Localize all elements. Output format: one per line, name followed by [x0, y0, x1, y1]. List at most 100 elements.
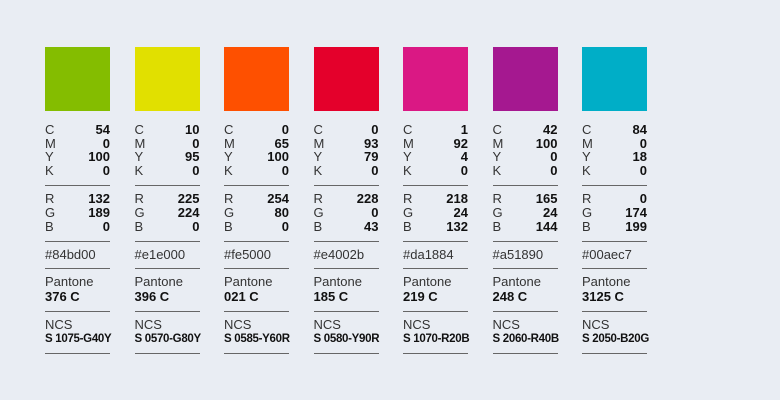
divider — [134, 185, 200, 186]
rgb-label: R — [134, 191, 144, 206]
rgb-label: G — [403, 205, 414, 220]
cmyk-label: K — [134, 163, 144, 179]
rgb-value: 0 — [192, 219, 200, 234]
pantone-value: 219 C — [403, 289, 438, 304]
divider — [403, 353, 468, 354]
divider — [492, 241, 558, 242]
cmyk-label: K — [492, 163, 502, 179]
swatch — [134, 47, 200, 111]
cmyk-value: 92 — [453, 135, 468, 151]
ncs-label: NCS — [403, 317, 431, 332]
cmyk-label: Y — [134, 149, 144, 165]
rgb-value: 0 — [281, 219, 289, 234]
hex-code: #fe5000 — [224, 247, 271, 262]
ncs-value: S 0580-Y90R — [313, 333, 380, 345]
cmyk-label: C — [492, 122, 502, 137]
divider — [492, 353, 558, 354]
pantone-label: Pantone — [313, 274, 362, 289]
cmyk-label: M — [224, 135, 235, 151]
divider — [224, 353, 289, 354]
pantone-value: 376 C — [45, 289, 80, 304]
cmyk-value: 0 — [371, 163, 379, 179]
rgb-label: B — [45, 219, 54, 234]
pantone-value: 248 C — [492, 289, 528, 304]
cmyk-label: C — [313, 122, 323, 137]
pantone-label: Pantone — [45, 274, 94, 289]
ncs-value: S 1075-G40Y — [45, 333, 112, 345]
cmyk-value: 0 — [192, 135, 200, 151]
rgb-value: 132 — [446, 219, 468, 234]
ncs-label: NCS — [224, 317, 252, 332]
hex-code: #e1e000 — [134, 247, 186, 262]
cmyk-label: M — [313, 135, 325, 151]
cmyk-label: K — [313, 163, 323, 179]
cmyk-label: K — [45, 163, 54, 179]
cmyk-value: 54 — [95, 122, 110, 137]
divider — [45, 241, 110, 242]
cmyk-value: 0 — [102, 135, 110, 151]
divider — [313, 311, 379, 312]
divider — [492, 185, 558, 186]
ncs-value: S 0570-G80Y — [134, 333, 202, 345]
rgb-value: 132 — [88, 191, 110, 206]
divider — [134, 241, 200, 242]
rgb-value: 80 — [274, 205, 289, 220]
divider — [313, 353, 379, 354]
rgb-value: 189 — [88, 205, 110, 220]
rgb-value: 224 — [177, 205, 200, 220]
divider — [134, 268, 200, 269]
cmyk-label: Y — [582, 149, 591, 165]
pantone-value: 185 C — [313, 289, 349, 304]
divider — [224, 241, 289, 242]
pantone-label: Pantone — [224, 274, 273, 289]
divider — [224, 311, 289, 312]
swatch — [313, 47, 379, 111]
hex-code: #a51890 — [492, 247, 544, 262]
cmyk-label: C — [45, 122, 55, 137]
cmyk-label: C — [134, 122, 144, 137]
rgb-label: G — [492, 205, 503, 220]
rgb-label: R — [403, 191, 413, 206]
hex-code: #da1884 — [403, 247, 454, 262]
divider — [582, 241, 647, 242]
cmyk-label: C — [582, 122, 592, 137]
ncs-label: NCS — [134, 317, 162, 332]
cmyk-value: 93 — [364, 135, 379, 151]
cmyk-value: 0 — [460, 163, 468, 179]
divider — [45, 268, 110, 269]
cmyk-value: 0 — [550, 163, 558, 179]
rgb-value: 0 — [371, 205, 379, 220]
cmyk-label: Y — [492, 149, 502, 165]
ncs-value: S 1070-R20B — [403, 333, 470, 345]
rgb-label: R — [45, 191, 55, 206]
cmyk-value: 95 — [185, 149, 200, 165]
cmyk-value: 10 — [185, 122, 200, 137]
cmyk-value: 84 — [632, 122, 647, 137]
rgb-value: 254 — [267, 191, 289, 206]
rgb-label: B — [224, 219, 233, 234]
cmyk-value: 0 — [102, 163, 110, 179]
cmyk-value: 0 — [371, 122, 379, 137]
rgb-label: B — [582, 219, 591, 234]
swatch — [45, 47, 110, 111]
ncs-label: NCS — [313, 317, 341, 332]
ncs-value: S 2060-R40B — [492, 333, 560, 345]
divider — [492, 268, 558, 269]
pantone-label: Pantone — [403, 274, 452, 289]
rgb-value: 199 — [625, 219, 647, 234]
pantone-value: 021 C — [224, 289, 259, 304]
divider — [403, 268, 468, 269]
ncs-label: NCS — [45, 317, 73, 332]
pantone-label: Pantone — [492, 274, 541, 289]
hex-code: #84bd00 — [45, 247, 96, 262]
cmyk-label: K — [224, 163, 233, 179]
cmyk-value: 0 — [281, 163, 289, 179]
cmyk-value: 100 — [88, 149, 110, 165]
cmyk-label: C — [224, 122, 234, 137]
pantone-label: Pantone — [134, 274, 183, 289]
divider — [45, 185, 110, 186]
cmyk-label: M — [134, 135, 146, 151]
cmyk-value: 79 — [364, 149, 379, 165]
divider — [134, 353, 200, 354]
